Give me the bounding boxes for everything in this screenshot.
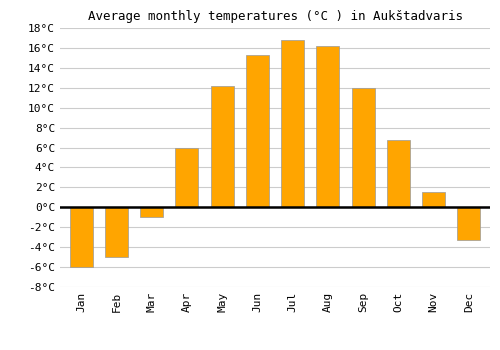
Bar xyxy=(352,88,374,207)
Bar xyxy=(70,207,92,267)
Bar xyxy=(140,207,163,217)
Title: Average monthly temperatures (°C ) in Aukštadvaris: Average monthly temperatures (°C ) in Au… xyxy=(88,10,462,23)
Bar xyxy=(281,40,304,207)
Bar xyxy=(316,46,340,207)
Bar xyxy=(458,207,480,240)
Bar xyxy=(387,140,410,207)
Bar xyxy=(210,86,234,207)
Bar xyxy=(422,193,445,207)
Bar xyxy=(246,55,269,207)
Bar xyxy=(176,148,199,207)
Bar xyxy=(105,207,128,257)
